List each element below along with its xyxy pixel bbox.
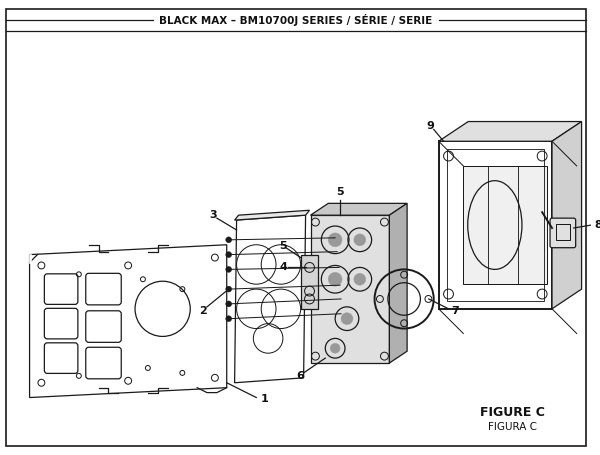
Polygon shape [552, 121, 581, 309]
Circle shape [328, 233, 342, 247]
Circle shape [226, 286, 232, 292]
Bar [556, 224, 570, 240]
Text: 2: 2 [199, 306, 207, 316]
Text: 6: 6 [297, 371, 305, 381]
Polygon shape [439, 121, 581, 141]
Text: 5: 5 [279, 241, 287, 251]
Circle shape [354, 273, 366, 285]
Polygon shape [389, 203, 407, 363]
Text: 1: 1 [260, 394, 268, 404]
Text: FIGURA C: FIGURA C [488, 422, 537, 432]
Circle shape [341, 313, 353, 324]
Circle shape [354, 234, 366, 246]
Bar [446, 149, 544, 301]
Text: BLACK MAX – BM10700J SERIES / SÉRIE / SERIE: BLACK MAX – BM10700J SERIES / SÉRIE / SE… [159, 14, 433, 26]
Polygon shape [235, 210, 310, 220]
Bar [463, 166, 547, 284]
Bar [311, 215, 389, 363]
Text: 9: 9 [427, 121, 435, 131]
Circle shape [226, 301, 232, 307]
Circle shape [330, 344, 340, 353]
Bar [439, 141, 552, 309]
Bar [301, 255, 319, 309]
Circle shape [226, 267, 232, 273]
Circle shape [328, 273, 342, 286]
Text: 4: 4 [280, 263, 288, 273]
Text: 3: 3 [209, 210, 217, 220]
Text: 8: 8 [595, 220, 600, 230]
Text: 5: 5 [336, 187, 344, 197]
Circle shape [226, 316, 232, 322]
Circle shape [226, 252, 232, 258]
Circle shape [226, 237, 232, 243]
Text: FIGURE C: FIGURE C [480, 406, 545, 419]
FancyBboxPatch shape [550, 218, 575, 248]
Text: 7: 7 [451, 306, 459, 316]
Polygon shape [311, 203, 407, 215]
